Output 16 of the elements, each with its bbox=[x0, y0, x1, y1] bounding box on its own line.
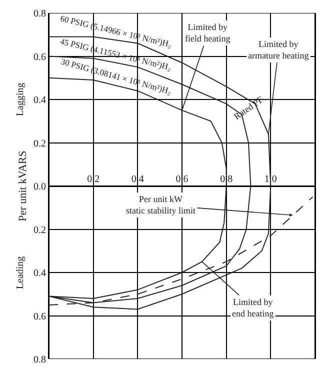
y-tick-label: 0.6 bbox=[34, 52, 46, 63]
y-tick-label: 0.4 bbox=[34, 95, 46, 106]
y-tick-label: 0.2 bbox=[34, 224, 46, 236]
text: Leading bbox=[15, 256, 26, 290]
annotation: Limited by armature heating bbox=[248, 39, 310, 61]
y-tick-label: 0.2 bbox=[34, 138, 46, 150]
y-tick-label: 0.8 bbox=[34, 354, 46, 366]
annotation: Limited by end heating bbox=[232, 297, 274, 319]
text: Lagging bbox=[15, 82, 26, 116]
y-tick-label: 0.6 bbox=[34, 311, 46, 322]
y-axis-title: Per unit kVARS bbox=[17, 150, 30, 222]
y-tick-label: 0.4 bbox=[34, 268, 46, 279]
y-tick-label: 0.8 bbox=[34, 8, 46, 20]
annotation: Limited by field heating bbox=[185, 22, 231, 44]
annotation: Per unit kW static stability limit bbox=[126, 194, 196, 216]
y-tick-label: 0.0 bbox=[34, 182, 46, 192]
